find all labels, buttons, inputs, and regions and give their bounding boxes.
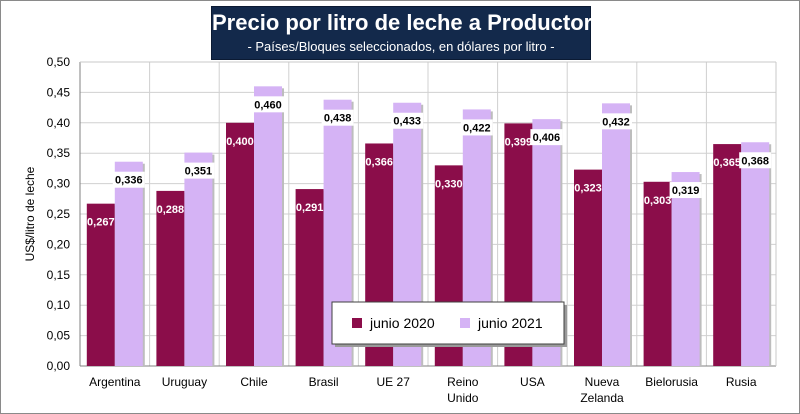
- x-tick-label: Zelanda: [580, 391, 624, 405]
- x-tick-label: UE 27: [377, 375, 411, 389]
- y-tick-label: 0,45: [47, 85, 71, 99]
- chart-subtitle: - Países/Bloques seleccionados, en dólar…: [247, 39, 555, 54]
- bar-junio-2020: [713, 144, 742, 366]
- data-label: 0,406: [533, 132, 561, 144]
- data-label: 0,433: [393, 116, 421, 128]
- x-tick-label: Brasil: [309, 375, 339, 389]
- x-tick-label: USA: [520, 375, 545, 389]
- y-tick-label: 0,30: [47, 177, 71, 191]
- legend-swatch-junio-2021: [460, 318, 470, 328]
- data-label: 0,267: [87, 217, 115, 229]
- data-label-bg: [391, 112, 424, 129]
- data-label: 0,460: [254, 99, 282, 111]
- bar-junio-2021: [602, 103, 630, 367]
- data-label-bg: [739, 152, 772, 169]
- y-axis-title: US$/litro de leche: [23, 166, 37, 261]
- data-label: 0,319: [672, 185, 700, 197]
- data-label-bg: [112, 171, 145, 188]
- bar-junio-2021: [184, 152, 213, 366]
- x-tick-label: Chile: [240, 375, 268, 389]
- data-label: 0,366: [365, 156, 393, 168]
- data-label: 0,399: [505, 136, 533, 148]
- legend-swatch-junio-2020: [352, 318, 362, 328]
- legend-box: [331, 301, 565, 345]
- bar-junio-2021: [671, 172, 700, 366]
- data-label: 0,323: [574, 183, 602, 195]
- data-label-bg: [182, 162, 215, 179]
- chart-title: Precio por litro de leche a Productor: [212, 10, 593, 35]
- bar-junio-2020: [86, 203, 115, 366]
- x-tick-label: Bielorusia: [645, 375, 698, 389]
- x-tick-label: Rusia: [726, 375, 757, 389]
- bar-junio-2020: [226, 122, 254, 366]
- bar-junio-2021: [114, 161, 143, 366]
- bar-junio-2021: [254, 86, 282, 366]
- data-label: 0,422: [463, 122, 491, 134]
- x-tick-label: Uruguay: [162, 375, 207, 389]
- data-label: 0,368: [741, 155, 769, 167]
- data-label-bg: [460, 119, 493, 136]
- bar-junio-2021: [741, 142, 770, 366]
- data-label: 0,303: [644, 195, 672, 207]
- legend-label: junio 2020: [369, 315, 435, 331]
- y-tick-label: 0,40: [47, 116, 71, 130]
- y-tick-label: 0,35: [47, 146, 71, 160]
- data-label-bg: [600, 113, 632, 130]
- data-label: 0,288: [157, 204, 185, 216]
- x-tick-label: Unido: [447, 391, 479, 405]
- y-tick-label: 0,25: [47, 207, 71, 221]
- data-label-bg: [252, 96, 284, 113]
- y-tick-label: 0,10: [47, 298, 71, 312]
- title-box: Precio por litro de leche a Productor - …: [211, 6, 593, 60]
- data-label: 0,400: [226, 136, 254, 148]
- bar-junio-2020: [574, 169, 602, 366]
- data-label-bg: [321, 109, 354, 126]
- x-tick-label: Argentina: [89, 375, 141, 389]
- legend-label: junio 2021: [477, 315, 543, 331]
- bar-junio-2020: [643, 181, 672, 366]
- bar-junio-2020: [156, 190, 185, 366]
- data-label: 0,291: [296, 202, 324, 214]
- data-label: 0,336: [115, 175, 143, 187]
- data-label: 0,330: [435, 178, 463, 190]
- data-label: 0,351: [185, 166, 213, 178]
- bar-junio-2020: [295, 189, 324, 366]
- data-label: 0,438: [324, 113, 352, 125]
- y-tick-label: 0,15: [47, 268, 71, 282]
- y-tick-label: 0,20: [47, 237, 71, 251]
- data-label: 0,365: [713, 157, 741, 169]
- y-tick-label: 0,50: [47, 55, 71, 69]
- x-tick-label: Nueva: [585, 375, 620, 389]
- data-label-bg: [530, 129, 563, 146]
- y-tick-label: 0,05: [47, 329, 71, 343]
- x-tick-label: Reino: [447, 375, 479, 389]
- data-label-bg: [669, 182, 702, 199]
- data-label: 0,432: [602, 116, 630, 128]
- y-tick-label: 0,00: [47, 359, 71, 373]
